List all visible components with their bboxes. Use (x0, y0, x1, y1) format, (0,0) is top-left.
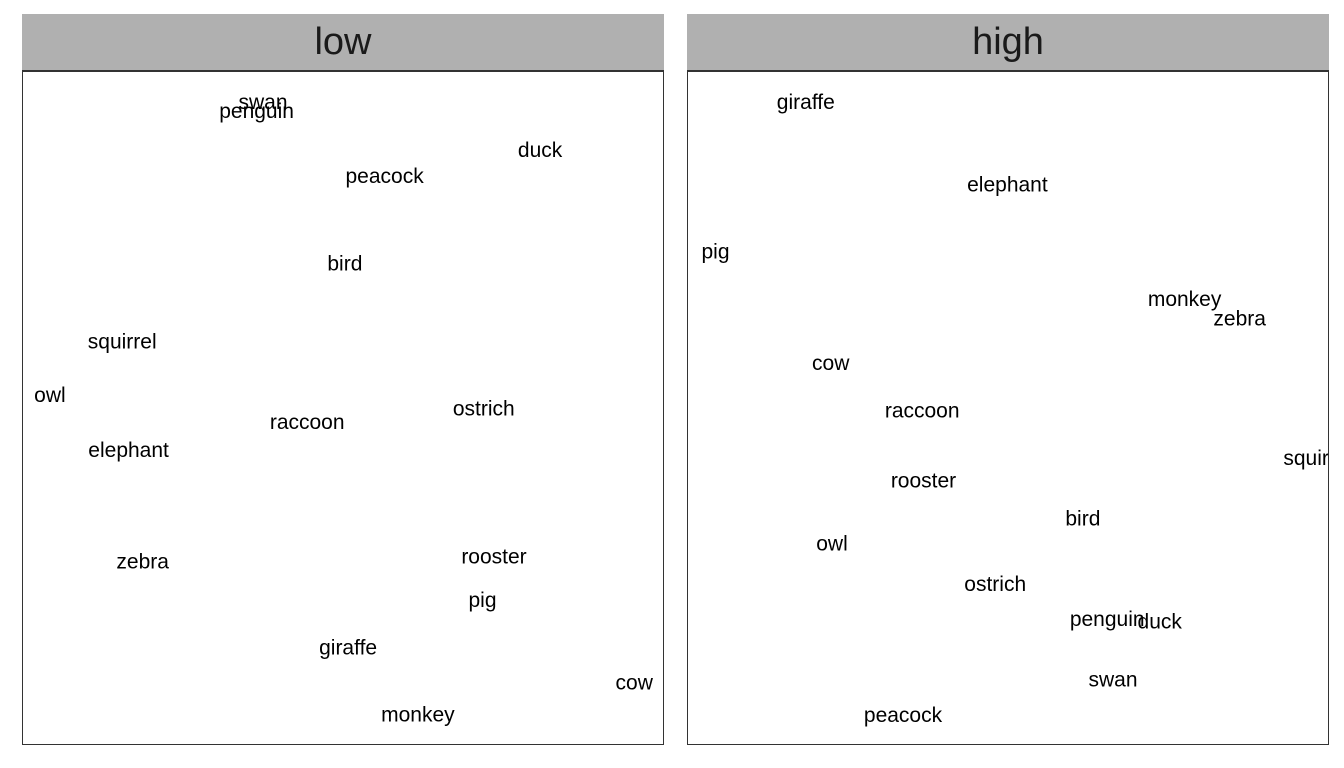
facet-strip-high: high (687, 14, 1329, 71)
point-label-low-zebra: zebra (116, 551, 169, 574)
plot-area-low: swan penguin duck peacock bird squirrel owl rac… (22, 71, 664, 745)
point-label-low-ostrich: ostrich (453, 398, 515, 421)
facet-title-low: low (314, 21, 372, 63)
point-label-low-swan: swan (238, 91, 287, 114)
point-label-low-monkey: monkey (381, 703, 455, 726)
point-label-low-raccoon: raccoon (270, 411, 345, 434)
point-label-high-penguin: penguin (1070, 608, 1145, 631)
point-label-low-bird: bird (327, 252, 362, 275)
point-label-low-penguin: penguin (219, 100, 294, 123)
point-label-high-duck: duck (1138, 611, 1183, 634)
point-label-high-pig: pig (701, 240, 729, 263)
point-label-high-rooster: rooster (891, 469, 956, 492)
point-label-high-swan: swan (1088, 668, 1137, 691)
plot-area-high: giraffe elephant pig monkey zebra cow raccoon s… (687, 71, 1329, 745)
point-label-high-peacock: peacock (864, 704, 943, 727)
point-label-high-giraffe: giraffe (777, 91, 835, 114)
facet-panel-low: low swan penguin duck peacock bird squirrel ow… (22, 14, 664, 745)
point-label-low-cow: cow (616, 672, 654, 695)
point-label-low-rooster: rooster (461, 545, 526, 568)
point-label-high-monkey: monkey (1148, 288, 1222, 311)
facet-strip-low: low (22, 14, 664, 71)
facet-title-high: high (972, 21, 1044, 63)
point-label-high-cow: cow (812, 352, 850, 375)
point-label-low-elephant: elephant (88, 439, 169, 462)
point-label-low-peacock: peacock (345, 165, 424, 188)
point-label-high-bird: bird (1065, 508, 1100, 531)
point-label-high-squirrel: squirrel (1283, 447, 1328, 470)
point-label-high-elephant: elephant (967, 174, 1048, 197)
facet-panel-high: high giraffe elephant pig monkey zebra cow rac… (687, 14, 1329, 745)
point-label-low-squirrel: squirrel (88, 330, 157, 353)
point-label-high-owl: owl (816, 533, 848, 556)
point-label-low-giraffe: giraffe (319, 637, 377, 660)
point-label-low-owl: owl (34, 384, 66, 407)
point-label-low-pig: pig (468, 589, 496, 612)
point-label-high-ostrich: ostrich (964, 573, 1026, 596)
point-label-high-zebra: zebra (1213, 308, 1266, 331)
point-label-low-duck: duck (518, 139, 563, 162)
point-label-high-raccoon: raccoon (885, 400, 960, 423)
